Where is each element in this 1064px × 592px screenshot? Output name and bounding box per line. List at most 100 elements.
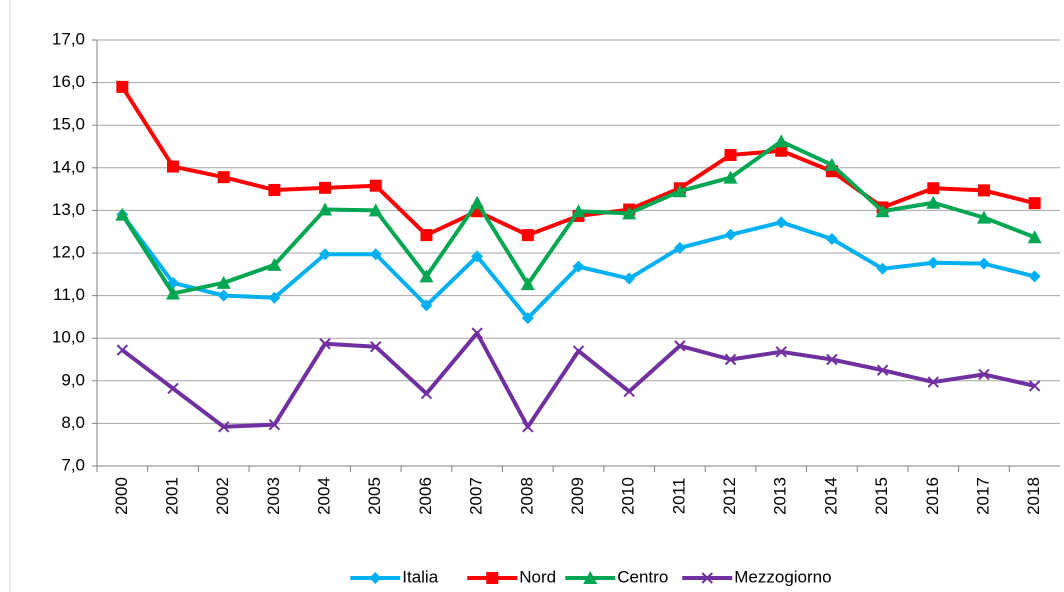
marker bbox=[217, 171, 230, 184]
x-tick-label: 2015 bbox=[872, 477, 891, 515]
marker bbox=[420, 299, 433, 312]
marker bbox=[1028, 380, 1041, 392]
marker bbox=[774, 134, 789, 148]
x-tick-label: 2006 bbox=[416, 477, 435, 515]
x-tick-label: 2007 bbox=[467, 477, 486, 515]
x-tick-label: 2012 bbox=[720, 477, 739, 515]
marker bbox=[977, 257, 990, 270]
marker bbox=[875, 204, 890, 218]
marker bbox=[775, 144, 788, 157]
y-tick-label: 15,0 bbox=[52, 115, 85, 134]
x-tick-label: 2011 bbox=[669, 478, 688, 515]
marker bbox=[420, 387, 433, 400]
y-tick-label: 8,0 bbox=[61, 413, 85, 432]
legend-item: Centro bbox=[565, 567, 668, 586]
x-tick-label: 2016 bbox=[923, 477, 942, 515]
marker bbox=[583, 571, 598, 584]
marker bbox=[217, 289, 230, 302]
marker bbox=[927, 256, 940, 269]
marker bbox=[471, 327, 483, 339]
marker bbox=[486, 572, 499, 584]
marker bbox=[521, 229, 534, 242]
marker bbox=[674, 340, 686, 352]
marker bbox=[368, 203, 383, 217]
x-tick-label: 2000 bbox=[112, 477, 131, 515]
marker bbox=[369, 248, 382, 261]
x-tick-label: 2004 bbox=[315, 477, 334, 515]
marker bbox=[420, 229, 433, 242]
x-tick-label: 2014 bbox=[821, 477, 840, 515]
y-tick-label: 9,0 bbox=[61, 370, 85, 389]
legend-label: Centro bbox=[617, 567, 668, 586]
marker bbox=[926, 195, 941, 209]
marker bbox=[978, 368, 990, 381]
marker bbox=[167, 160, 180, 173]
marker bbox=[520, 277, 535, 291]
marker bbox=[571, 204, 586, 218]
marker bbox=[319, 338, 331, 350]
marker bbox=[216, 275, 231, 289]
marker bbox=[470, 195, 485, 209]
marker bbox=[876, 262, 889, 275]
x-tick-label: 2005 bbox=[365, 477, 384, 515]
marker bbox=[824, 157, 839, 171]
x-tick-label: 2017 bbox=[973, 477, 992, 515]
marker bbox=[927, 182, 940, 195]
marker bbox=[319, 248, 332, 261]
marker bbox=[825, 232, 838, 245]
marker bbox=[876, 364, 889, 376]
marker bbox=[268, 183, 281, 196]
marker bbox=[623, 272, 636, 285]
y-tick-label: 14,0 bbox=[52, 157, 85, 176]
y-tick-label: 16,0 bbox=[52, 72, 85, 91]
legend-item: Mezzogiorno bbox=[682, 567, 832, 586]
legend-label: Mezzogiorno bbox=[734, 567, 831, 586]
x-tick-label: 2013 bbox=[771, 477, 790, 515]
marker bbox=[724, 149, 737, 162]
marker bbox=[1028, 270, 1041, 283]
y-tick-label: 11,0 bbox=[53, 285, 85, 304]
x-tick-label: 2018 bbox=[1024, 477, 1043, 515]
marker bbox=[521, 312, 534, 325]
marker bbox=[724, 228, 737, 241]
marker bbox=[572, 260, 585, 273]
legend-item: Italia bbox=[350, 567, 439, 586]
legend-item: Nord bbox=[467, 567, 556, 586]
marker bbox=[775, 346, 787, 358]
marker bbox=[572, 345, 585, 357]
y-tick-label: 10,0 bbox=[52, 328, 85, 347]
marker bbox=[977, 184, 990, 197]
marker bbox=[369, 572, 382, 584]
y-tick-label: 13,0 bbox=[52, 200, 85, 219]
x-tick-label: 2001 bbox=[163, 477, 182, 515]
x-tick-label: 2002 bbox=[213, 477, 232, 515]
marker bbox=[723, 170, 738, 184]
marker bbox=[419, 269, 434, 283]
legend-label: Nord bbox=[519, 567, 556, 586]
marker bbox=[166, 286, 181, 300]
marker bbox=[116, 80, 129, 93]
marker bbox=[471, 250, 484, 263]
marker bbox=[673, 241, 686, 254]
marker bbox=[623, 385, 635, 398]
marker bbox=[1028, 197, 1041, 210]
series-line bbox=[121, 331, 1036, 429]
marker bbox=[927, 376, 939, 388]
y-tick-label: 7,0 bbox=[61, 455, 85, 474]
marker bbox=[218, 421, 230, 433]
marker bbox=[319, 181, 332, 194]
marker bbox=[622, 206, 637, 220]
marker bbox=[775, 216, 788, 229]
y-tick-label: 17,0 bbox=[52, 29, 85, 48]
marker bbox=[522, 421, 534, 433]
marker bbox=[268, 418, 281, 431]
legend-label: Italia bbox=[402, 567, 438, 586]
x-tick-label: 2008 bbox=[517, 477, 536, 515]
marker bbox=[318, 202, 333, 216]
marker bbox=[1027, 230, 1042, 244]
marker bbox=[672, 184, 687, 198]
marker bbox=[724, 353, 737, 366]
marker bbox=[267, 257, 282, 271]
marker bbox=[116, 344, 129, 356]
